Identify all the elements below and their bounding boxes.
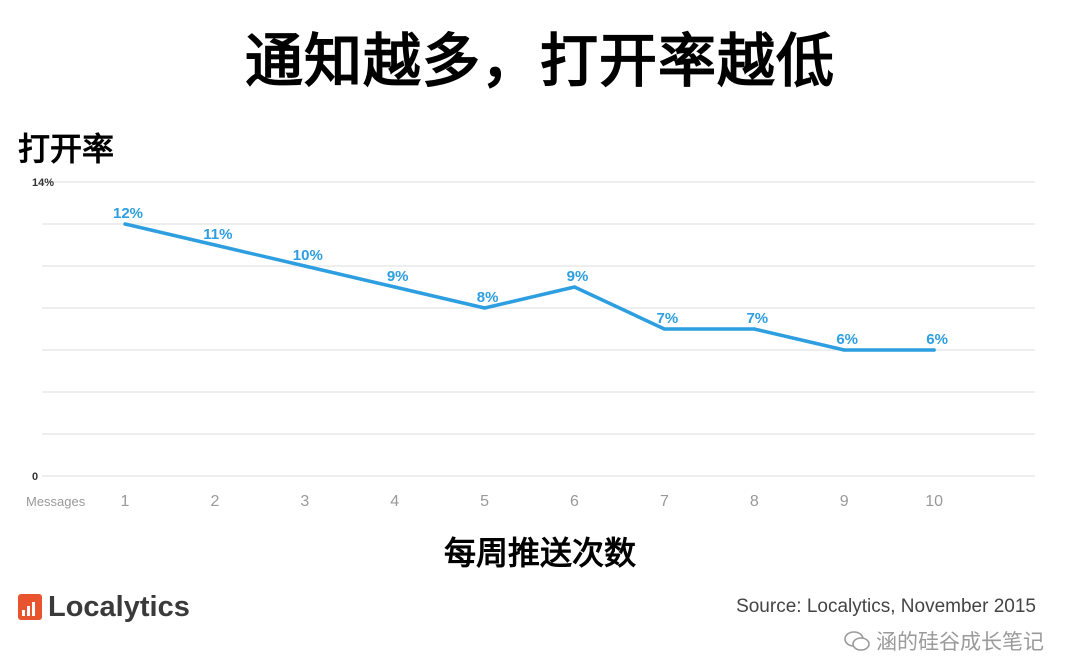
- x-tick-label: 6: [570, 493, 579, 510]
- data-point: [393, 285, 397, 289]
- data-label: 9%: [387, 268, 409, 285]
- data-point: [662, 327, 667, 331]
- data-label: 6%: [926, 331, 948, 348]
- data-label: 7%: [657, 310, 679, 327]
- page-title: 通知越多，打开率越低: [244, 27, 835, 95]
- watermark-text: 涵的硅谷成长笔记: [876, 630, 1044, 654]
- data-point: [303, 264, 307, 268]
- wechat-icon: [844, 631, 870, 651]
- data-labels: 12% 11% 10% 9% 8% 9% 7% 7% 6% 6%: [113, 205, 948, 348]
- data-point: [842, 348, 846, 352]
- x-tick-label: 10: [925, 493, 943, 510]
- data-label: 6%: [836, 331, 858, 348]
- watermark: 涵的硅谷成长笔记: [844, 626, 1044, 656]
- x-axis-label: 每周推送次数: [443, 534, 636, 572]
- y-axis-label: 打开率: [18, 130, 115, 168]
- data-label: 12%: [113, 205, 143, 222]
- bar-chart-logo-icon: [18, 594, 42, 620]
- x-tick-label: 4: [390, 493, 399, 510]
- localytics-logo: Localytics: [18, 590, 190, 624]
- tick-labels: 14% 0 Messages 1 2 3 4 5 6 7 8 9 10: [26, 177, 943, 510]
- brand-name: Localytics: [48, 590, 190, 623]
- data-point: [572, 285, 577, 289]
- series-line: [123, 222, 936, 352]
- y-tick-label: 0: [32, 471, 38, 483]
- data-point: [752, 327, 756, 331]
- series-line-layer: [123, 222, 936, 352]
- x-axis-prefix-label: Messages: [26, 494, 86, 509]
- x-tick-label: 7: [660, 493, 669, 510]
- y-tick-label: 14%: [32, 177, 54, 189]
- data-label: 7%: [746, 310, 768, 327]
- x-tick-label: 1: [121, 493, 130, 510]
- data-point: [213, 243, 217, 247]
- x-tick-label: 9: [840, 493, 849, 510]
- data-label: 10%: [293, 247, 323, 264]
- data-point: [123, 222, 127, 226]
- data-label: 11%: [203, 226, 232, 243]
- source-credit: Source: Localytics, November 2015: [736, 596, 1036, 617]
- x-tick-label: 3: [300, 493, 309, 510]
- data-label: 8%: [477, 289, 499, 306]
- gridlines: [42, 181, 1035, 477]
- data-label: 9%: [567, 268, 589, 285]
- x-tick-label: 2: [210, 493, 219, 510]
- x-tick-label: 8: [750, 493, 759, 510]
- x-tick-label: 5: [480, 493, 489, 510]
- data-point: [483, 306, 487, 310]
- data-point: [932, 348, 936, 352]
